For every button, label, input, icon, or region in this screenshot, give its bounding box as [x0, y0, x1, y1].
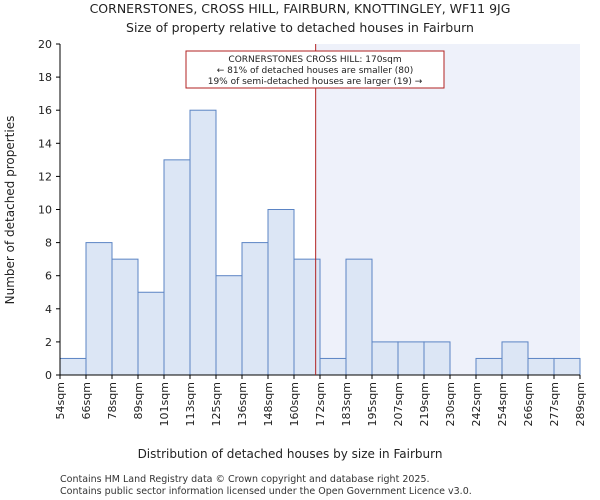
chart-title: CORNERSTONES, CROSS HILL, FAIRBURN, KNOT… — [90, 1, 511, 16]
x-tick-label: 230sqm — [444, 382, 457, 426]
y-tick-label: 12 — [38, 170, 52, 183]
y-tick-label: 16 — [38, 104, 52, 117]
x-axis-title: Distribution of detached houses by size … — [138, 447, 443, 461]
annotation-line-3: 19% of semi-detached houses are larger (… — [208, 77, 423, 87]
x-tick-label: 172sqm — [314, 382, 327, 426]
x-tick-label: 89sqm — [132, 382, 145, 419]
y-tick-label: 6 — [45, 270, 52, 283]
histogram-bar[interactable] — [423, 341, 451, 376]
histogram-bar[interactable] — [215, 275, 243, 376]
histogram-bar[interactable] — [59, 357, 87, 376]
histogram-bar[interactable] — [501, 341, 529, 376]
x-tick-label: 195sqm — [366, 382, 379, 426]
x-tick-label: 254sqm — [496, 382, 509, 426]
footer-line-2: Contains public sector information licen… — [60, 486, 472, 497]
annotation-line-1: CORNERSTONES CROSS HILL: 170sqm — [228, 55, 401, 65]
x-tick-label: 54sqm — [54, 382, 67, 419]
histogram-bar[interactable] — [371, 341, 399, 376]
histogram-bar[interactable] — [85, 242, 113, 376]
x-tick-label: 125sqm — [210, 382, 223, 426]
x-tick-label: 113sqm — [184, 382, 197, 426]
x-tick-label: 160sqm — [288, 382, 301, 426]
x-tick-label: 207sqm — [392, 382, 405, 426]
histogram-bar[interactable] — [241, 242, 269, 376]
x-tick-label: 148sqm — [262, 382, 275, 426]
histogram-bar[interactable] — [527, 357, 555, 376]
y-tick-label: 0 — [45, 369, 52, 382]
histogram-bar[interactable] — [345, 258, 373, 376]
x-tick-label: 266sqm — [522, 382, 535, 426]
y-tick-label: 18 — [38, 71, 52, 84]
chart-subtitle: Size of property relative to detached ho… — [126, 20, 474, 35]
x-tick-label: 66sqm — [80, 382, 93, 419]
y-tick-label: 14 — [38, 137, 52, 150]
histogram-bar[interactable] — [163, 159, 191, 376]
x-tick-label: 219sqm — [418, 382, 431, 426]
x-tick-label: 136sqm — [236, 382, 249, 426]
annotation-box — [185, 50, 445, 89]
y-tick-label: 2 — [45, 336, 52, 349]
x-tick-label: 242sqm — [470, 382, 483, 426]
y-axis-title: Number of detached properties — [3, 116, 17, 305]
histogram-bar[interactable] — [475, 357, 503, 376]
histogram-bar[interactable] — [267, 209, 295, 376]
x-tick-label: 277sqm — [548, 382, 561, 426]
annotation-line-2: ← 81% of detached houses are smaller (80… — [217, 66, 414, 76]
x-tick-label: 289sqm — [574, 382, 587, 426]
x-tick-label: 183sqm — [340, 382, 353, 426]
histogram-bar[interactable] — [137, 291, 165, 376]
histogram-bar[interactable] — [553, 357, 581, 376]
x-tick-label: 101sqm — [158, 382, 171, 426]
histogram-bar[interactable] — [397, 341, 425, 376]
y-tick-label: 4 — [45, 303, 52, 316]
histogram-bar[interactable] — [319, 357, 347, 376]
histogram-bar[interactable] — [189, 109, 217, 376]
x-tick-label: 78sqm — [106, 382, 119, 419]
y-tick-label: 10 — [38, 204, 52, 217]
y-tick-label: 8 — [45, 237, 52, 250]
y-tick-label: 20 — [38, 38, 52, 51]
histogram-bar[interactable] — [111, 258, 139, 376]
footer-line-1: Contains HM Land Registry data © Crown c… — [60, 474, 430, 485]
plot-area: 0 2 4 6 8 10 12 14 16 18 20 54sqm 66sqm 78sqm 89sqm 101… — [38, 38, 587, 426]
